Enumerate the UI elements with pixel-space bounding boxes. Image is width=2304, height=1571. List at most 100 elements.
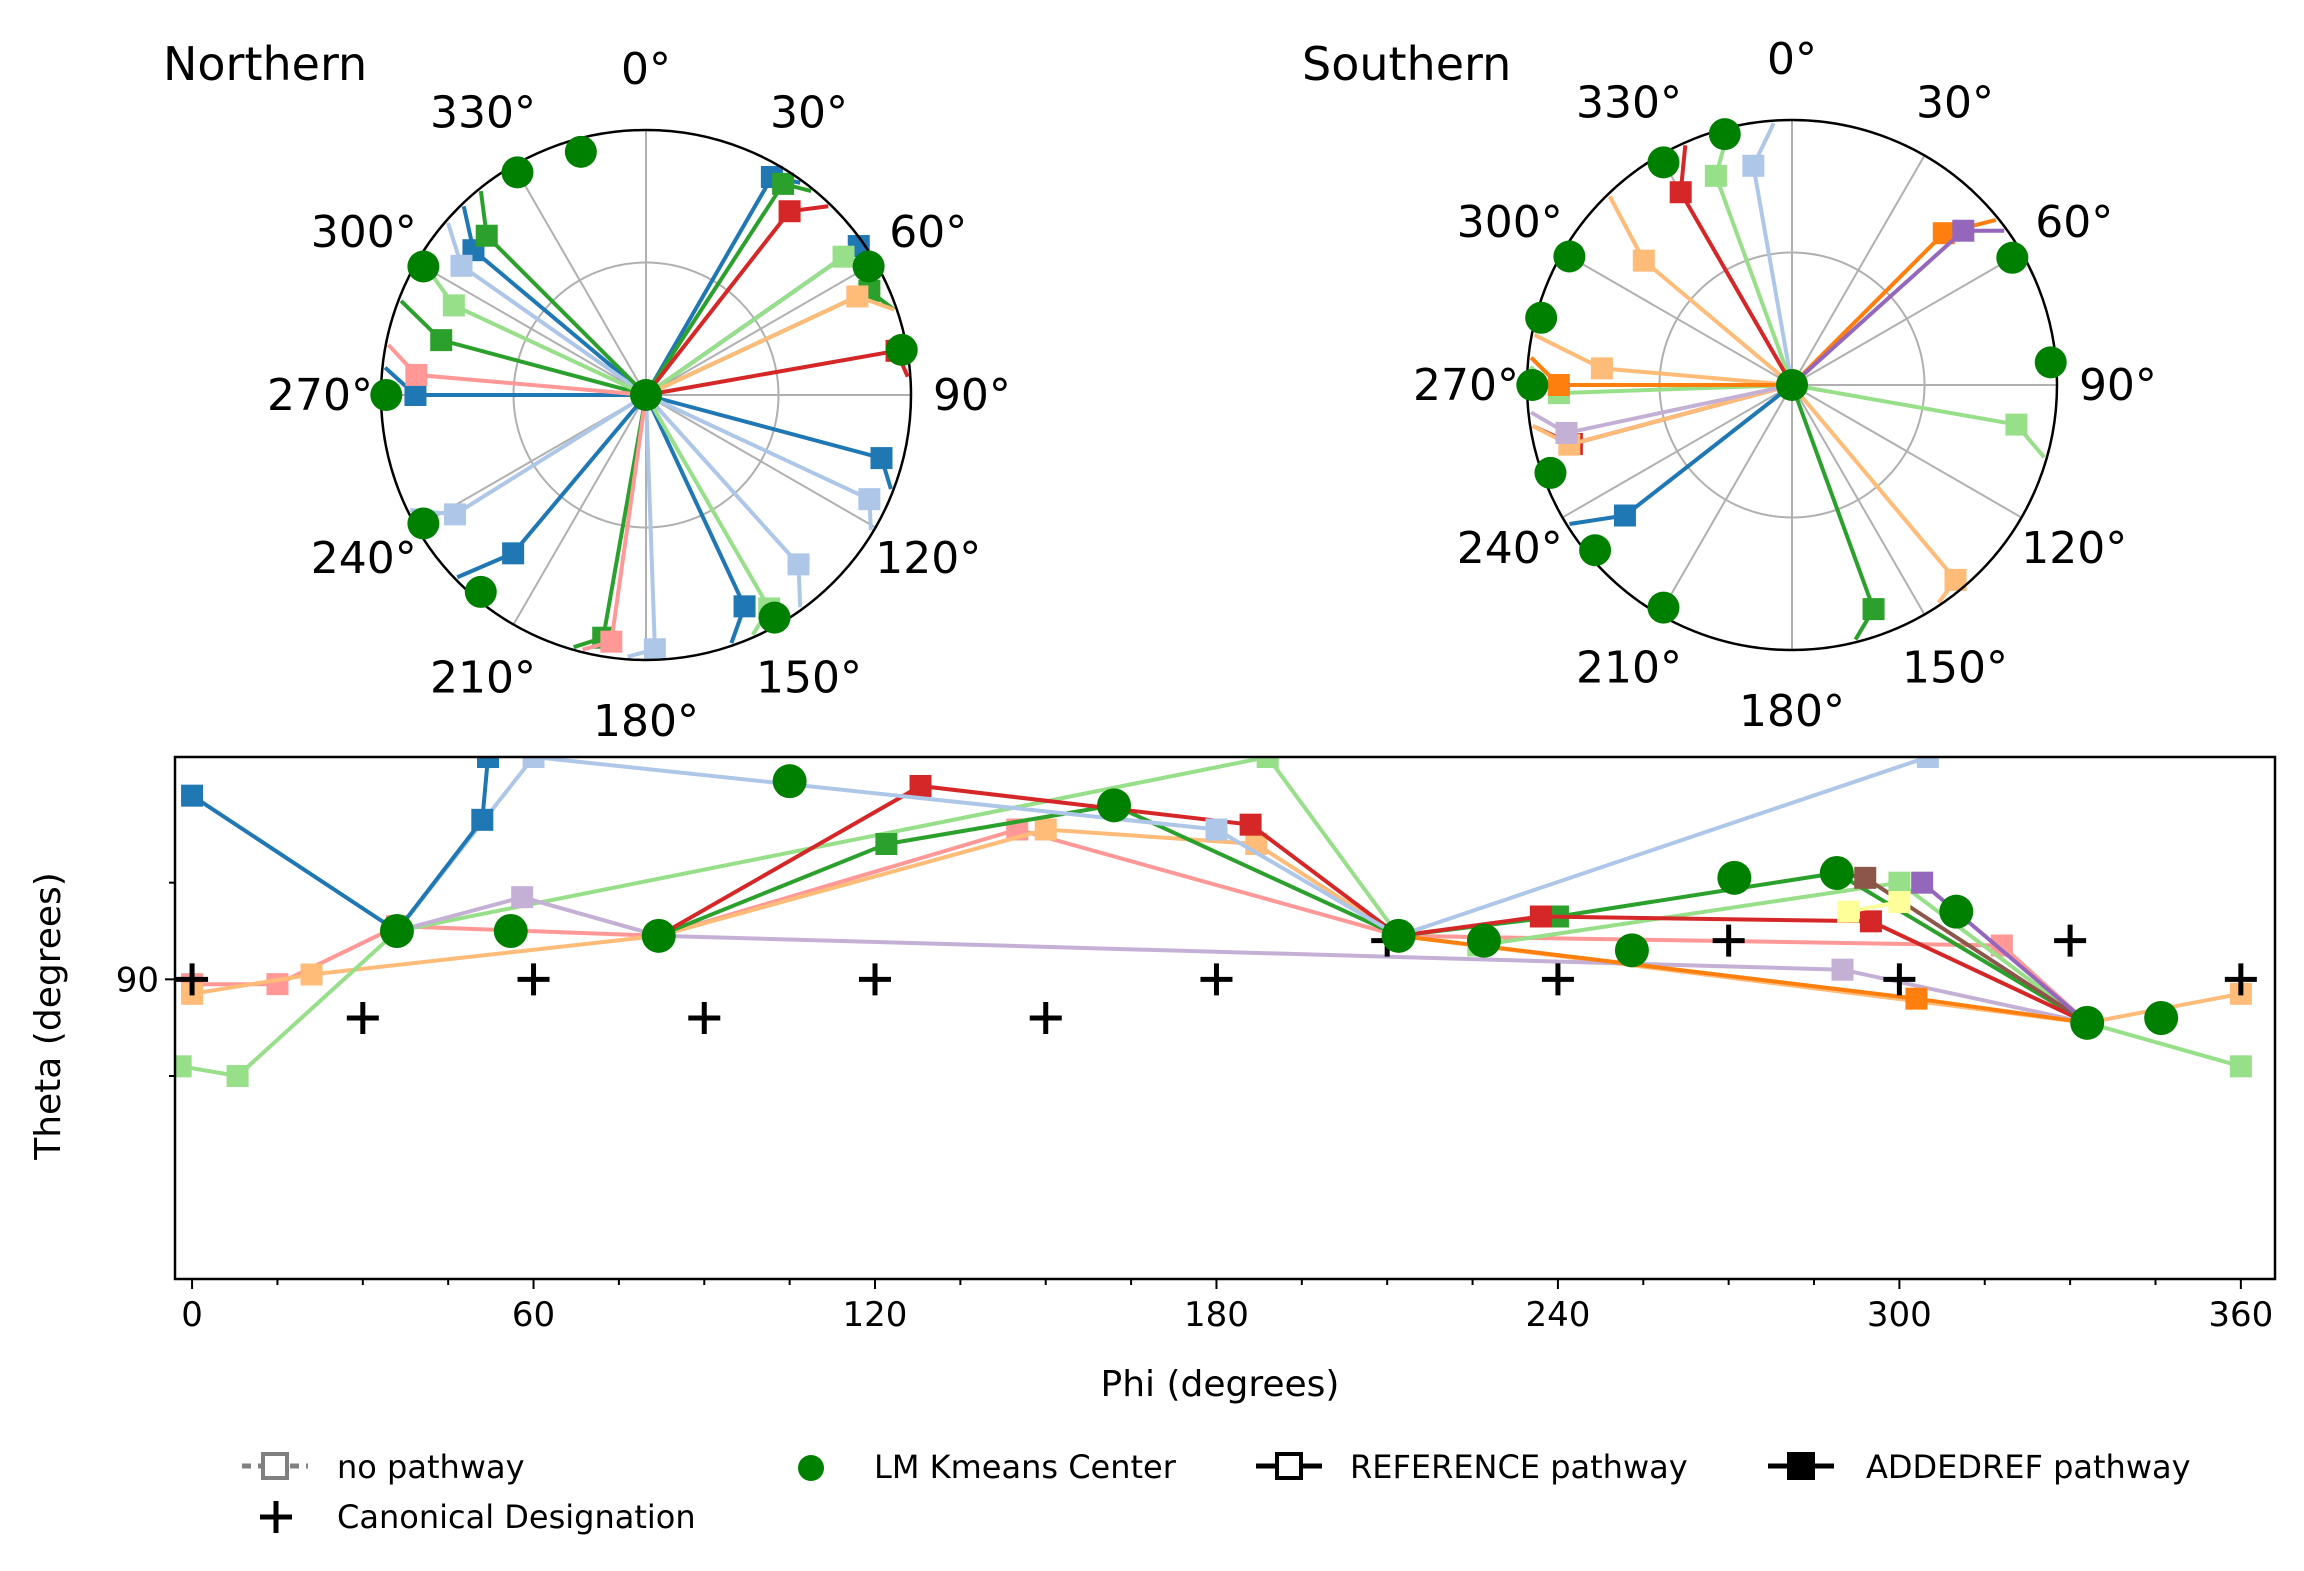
angle-tick-label: 60°: [2035, 197, 2113, 248]
canonical-designation-plus: [1029, 1002, 1062, 1034]
lm-kmeans-center-point: [2034, 346, 2067, 379]
lm-kmeans-center-point: [1708, 118, 1741, 151]
series-square-marker: [1990, 934, 2013, 957]
series-line: [190, 757, 490, 934]
angle-tick-label: 0°: [1767, 34, 1817, 85]
lm-kmeans-center-point: [407, 250, 440, 283]
lm-kmeans-center-point: [379, 914, 414, 948]
legend-entry-lm-kmeans-center: LM Kmeans Center: [798, 1448, 1177, 1486]
lm-kmeans-center-point: [1647, 591, 1680, 624]
angle-tick-label: 300°: [1457, 197, 1563, 248]
x-tick-label: 60: [512, 1295, 555, 1335]
legend-label-canonical-designation: Canonical Designation: [337, 1498, 696, 1536]
northern-polar-plot: 0° 30° 60° 90° 120° 150° 180° 210° 240° 270° 300° 3…: [163, 37, 1011, 747]
lm-kmeans-center-point: [1996, 241, 2029, 274]
series-square-marker: [1905, 987, 1928, 1010]
phi-theta-plot: 0 60 120 180 240 300 360 90 Phi (degrees) Theta…: [28, 755, 2277, 1405]
series-square-marker: [1859, 910, 1882, 933]
angle-tick-label: 0°: [621, 44, 671, 95]
pathway-square-marker: [475, 224, 498, 247]
angle-tick-label: 30°: [770, 88, 848, 139]
angle-tick-label: 180°: [593, 696, 699, 747]
angle-tick-label: 210°: [1576, 642, 1682, 693]
canonical-designation-plus: [2224, 963, 2257, 996]
series-square-marker: [1911, 871, 1934, 894]
lm-kmeans-center-point: [1647, 146, 1680, 179]
northern-title: Northern: [163, 37, 367, 91]
pathway-square-marker: [1952, 219, 1975, 242]
y-axis-label: Theta (degrees): [28, 872, 69, 1161]
pathway-square-marker: [1555, 421, 1578, 444]
pathway-square-marker: [643, 638, 666, 661]
lm-kmeans-center-point: [1579, 534, 1612, 567]
series-square-marker: [1034, 818, 1057, 841]
legend-entry-addedref-pathway: ADDEDREF pathway: [1768, 1448, 2191, 1486]
pathway-square-marker: [1862, 598, 1885, 621]
lm-kmeans-center-point: [407, 507, 440, 540]
x-tick-label: 120: [843, 1295, 908, 1335]
legend-filled-square-icon: [1787, 1452, 1815, 1480]
canonical-designation-plus: [346, 1002, 379, 1034]
lm-kmeans-center-point: [2070, 1005, 2105, 1040]
series-square-marker: [522, 757, 545, 768]
y-tick-label: 90: [116, 960, 159, 1000]
series-square-marker: [175, 1055, 192, 1078]
pathway-square-marker: [404, 384, 427, 406]
pathway-square-marker: [450, 254, 473, 277]
series-square-marker: [1916, 757, 1939, 768]
canonical-designation-plus: [176, 963, 209, 996]
legend-entry-reference-pathway: REFERENCE pathway: [1256, 1448, 1688, 1486]
x-tick-label: 300: [1867, 1295, 1932, 1335]
angle-tick-label: 150°: [756, 652, 862, 703]
angle-tick-label: 30°: [1916, 78, 1994, 129]
plot-frame: [173, 755, 2277, 1281]
series-square-marker: [2229, 1055, 2252, 1078]
series-square-marker: [226, 1065, 249, 1087]
lm-kmeans-center-point: [1614, 933, 1649, 968]
pathway-square-marker: [2005, 413, 2028, 436]
pathway-square-marker: [600, 630, 623, 653]
lm-kmeans-center-point: [493, 914, 528, 948]
legend: no pathway LM Kmeans Center REFERENCE pa…: [242, 1448, 2191, 1536]
angle-tick-label: 210°: [430, 652, 536, 703]
angle-tick-label: 90°: [933, 370, 1011, 421]
lm-kmeans-center-point: [2144, 1001, 2179, 1035]
series-square-marker: [477, 757, 500, 768]
legend-label-lm-kmeans-center: LM Kmeans Center: [874, 1448, 1177, 1486]
lm-kmeans-center-point: [501, 156, 534, 189]
canonical-designation-plus: [688, 1002, 721, 1034]
angle-tick-label: 180°: [1739, 686, 1845, 737]
series-square-marker: [1529, 905, 1552, 928]
pathway-square-marker: [1613, 504, 1636, 527]
canonical-designation-plus: [517, 963, 550, 996]
series-line: [192, 827, 2089, 1025]
series-square-marker: [1239, 813, 1262, 836]
series-square-marker: [181, 784, 204, 807]
pathway-square-marker: [502, 542, 525, 565]
x-tick-label: 360: [2208, 1295, 2273, 1335]
series-square-marker: [1888, 871, 1911, 894]
lm-kmeans-center-point: [1381, 918, 1416, 953]
series-square-marker: [1888, 891, 1911, 913]
pathway-square-marker: [1547, 374, 1570, 396]
legend-label-no-pathway: no pathway: [337, 1448, 525, 1486]
angle-tick-label: 330°: [1576, 78, 1682, 129]
angle-tick-label: 240°: [311, 533, 417, 584]
lm-kmeans-center-point: [1776, 369, 1808, 401]
angle-tick-label: 330°: [430, 88, 536, 139]
lm-kmeans-center-point: [1717, 860, 1752, 895]
lm-kmeans-center-point: [885, 333, 918, 366]
lm-kmeans-center-point: [641, 918, 676, 953]
series-square-marker: [1854, 866, 1877, 889]
series-square-marker: [1837, 900, 1860, 923]
pathway-square-marker: [405, 363, 428, 386]
pathway-square-marker: [442, 294, 465, 317]
pathway-square-marker: [1944, 568, 1967, 591]
series-square-marker: [1256, 757, 1279, 768]
pathway-square-marker: [858, 488, 881, 511]
lm-kmeans-center-point: [1534, 456, 1567, 489]
pathway-square-marker: [430, 329, 453, 352]
lm-kmeans-center-point: [758, 601, 791, 634]
angle-tick-label: 150°: [1902, 642, 2008, 693]
